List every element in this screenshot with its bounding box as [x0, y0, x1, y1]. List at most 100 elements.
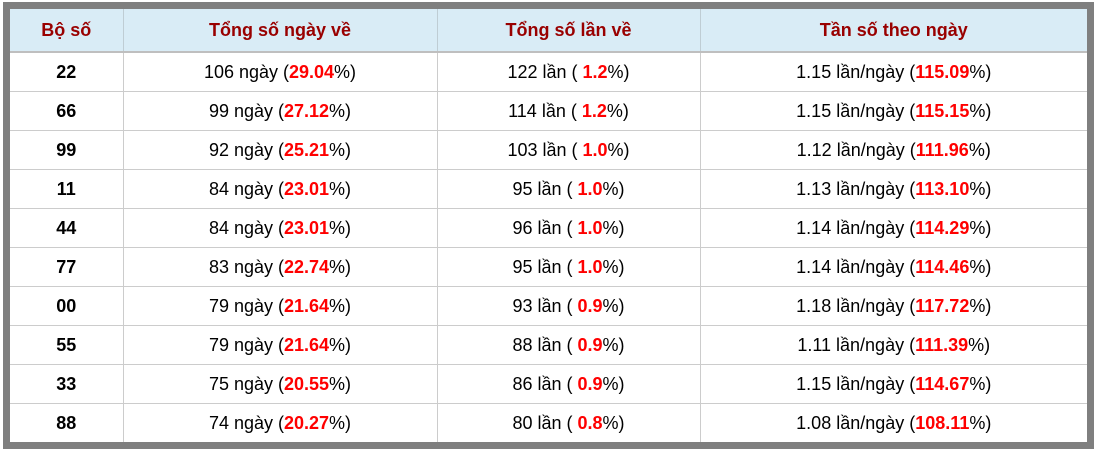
cell-text: 1.15 lần/ngày ( — [796, 61, 916, 82]
percentage-value: 1.0 — [582, 139, 608, 160]
freq-cell: 1.08 lần/ngày (108.11%) — [700, 403, 1087, 442]
table-frame: Bộ số Tổng số ngày về Tổng số lần về Tần… — [3, 2, 1094, 449]
col-header-frequency: Tần số theo ngày — [700, 9, 1087, 53]
cell-text: %) — [329, 178, 352, 199]
days-cell: 84 ngày (23.01%) — [123, 208, 438, 248]
cell-text: 1.08 lần/ngày ( — [796, 412, 916, 433]
table-row: 44 84 ngày (23.01%) 96 lần ( 1.0%) 1.14 lần… — [10, 208, 1087, 248]
percentage-value: 111.39 — [915, 334, 969, 355]
percentage-value: 1.0 — [577, 217, 603, 238]
pair-cell: 99 — [10, 130, 124, 170]
lottery-stats-table: Bộ số Tổng số ngày về Tổng số lần về Tần… — [10, 9, 1087, 442]
times-cell: 95 lần ( 1.0%) — [437, 169, 701, 209]
cell-text: 122 lần ( — [507, 61, 583, 82]
pair-cell: 22 — [10, 52, 124, 92]
days-cell: 83 ngày (22.74%) — [123, 247, 438, 287]
percentage-value: 1.0 — [577, 178, 603, 199]
percentage-value: 0.9 — [577, 295, 603, 316]
freq-cell: 1.12 lần/ngày (111.96%) — [700, 130, 1087, 170]
cell-text: %) — [329, 295, 352, 316]
cell-text: 1.13 lần/ngày ( — [796, 178, 916, 199]
table-row: 00 79 ngày (21.64%) 93 lần ( 0.9%) 1.18 lần… — [10, 286, 1087, 326]
table-row: 99 92 ngày (25.21%) 103 lần ( 1.0%) 1.12 lầ… — [10, 130, 1087, 170]
cell-text: %) — [602, 256, 625, 277]
cell-text: %) — [329, 256, 352, 277]
cell-text: %) — [602, 295, 625, 316]
days-cell: 92 ngày (25.21%) — [123, 130, 438, 170]
table-body: 22 106 ngày (29.04%) 122 lần ( 1.2%) 1.15 l… — [10, 52, 1087, 442]
cell-text: %) — [329, 412, 352, 433]
cell-text: 95 lần ( — [512, 178, 578, 199]
percentage-value: 20.55 — [284, 373, 330, 394]
percentage-value: 114.29 — [915, 217, 970, 238]
cell-text: %) — [969, 373, 992, 394]
percentage-value: 1.2 — [581, 100, 607, 121]
percentage-value: 1.2 — [582, 61, 608, 82]
days-cell: 75 ngày (20.55%) — [123, 364, 438, 404]
days-cell: 74 ngày (20.27%) — [123, 403, 438, 442]
cell-text: 106 ngày ( — [203, 61, 289, 82]
cell-text: %) — [606, 100, 629, 121]
cell-text: %) — [607, 139, 630, 160]
percentage-value: 0.8 — [577, 412, 603, 433]
col-header-times: Tổng số lần về — [437, 9, 701, 53]
pair-cell: 77 — [10, 247, 124, 287]
cell-text: %) — [969, 256, 992, 277]
cell-text: %) — [602, 217, 625, 238]
freq-cell: 1.15 lần/ngày (115.15%) — [700, 91, 1087, 131]
cell-text: %) — [602, 412, 625, 433]
cell-text: 95 lần ( — [512, 256, 578, 277]
percentage-value: 23.01 — [284, 217, 330, 238]
col-header-pair: Bộ số — [10, 9, 124, 53]
cell-text: 96 lần ( — [512, 217, 578, 238]
table-row: 55 79 ngày (21.64%) 88 lần ( 0.9%) 1.11 lần… — [10, 325, 1087, 365]
times-cell: 80 lần ( 0.8%) — [437, 403, 701, 442]
cell-text: %) — [969, 61, 992, 82]
days-cell: 79 ngày (21.64%) — [123, 286, 438, 326]
percentage-value: 25.21 — [284, 139, 330, 160]
freq-cell: 1.13 lần/ngày (113.10%) — [700, 169, 1087, 209]
percentage-value: 117.72 — [915, 295, 970, 316]
table-row: 22 106 ngày (29.04%) 122 lần ( 1.2%) 1.15 l… — [10, 52, 1087, 92]
percentage-value: 23.01 — [284, 178, 330, 199]
pair-cell: 00 — [10, 286, 124, 326]
cell-text: %) — [968, 139, 991, 160]
cell-text: %) — [602, 178, 625, 199]
cell-text: 103 lần ( — [507, 139, 583, 160]
percentage-value: 111.96 — [915, 139, 969, 160]
cell-text: 93 lần ( — [512, 295, 578, 316]
times-cell: 96 lần ( 1.0%) — [437, 208, 701, 248]
freq-cell: 1.14 lần/ngày (114.29%) — [700, 208, 1087, 248]
percentage-value: 115.15 — [915, 100, 970, 121]
percentage-value: 21.64 — [284, 295, 330, 316]
cell-text: 114 lần ( — [508, 100, 582, 121]
cell-text: 88 lần ( — [512, 334, 578, 355]
pair-cell: 11 — [10, 169, 124, 209]
percentage-value: 22.74 — [284, 256, 330, 277]
pair-cell: 33 — [10, 364, 124, 404]
cell-text: 75 ngày ( — [208, 373, 284, 394]
times-cell: 114 lần ( 1.2%) — [437, 91, 701, 131]
freq-cell: 1.15 lần/ngày (114.67%) — [700, 364, 1087, 404]
cell-text: %) — [329, 139, 352, 160]
cell-text: 83 ngày ( — [208, 256, 284, 277]
cell-text: %) — [969, 178, 992, 199]
cell-text: %) — [329, 373, 352, 394]
times-cell: 86 lần ( 0.9%) — [437, 364, 701, 404]
freq-cell: 1.11 lần/ngày (111.39%) — [700, 325, 1087, 365]
table-row: 88 74 ngày (20.27%) 80 lần ( 0.8%) 1.08 lần… — [10, 403, 1087, 442]
table-row: 66 99 ngày (27.12%) 114 lần ( 1.2%) 1.15 lầ… — [10, 91, 1087, 131]
cell-text: 79 ngày ( — [208, 334, 284, 355]
cell-text: %) — [969, 412, 992, 433]
freq-cell: 1.15 lần/ngày (115.09%) — [700, 52, 1087, 92]
cell-text: %) — [329, 100, 352, 121]
pair-cell: 66 — [10, 91, 124, 131]
percentage-value: 20.27 — [284, 412, 330, 433]
percentage-value: 27.12 — [284, 100, 330, 121]
percentage-value: 1.0 — [577, 256, 603, 277]
cell-text: %) — [607, 61, 630, 82]
cell-text: 74 ngày ( — [208, 412, 284, 433]
cell-text: 79 ngày ( — [208, 295, 284, 316]
cell-text: %) — [329, 334, 352, 355]
times-cell: 95 lần ( 1.0%) — [437, 247, 701, 287]
